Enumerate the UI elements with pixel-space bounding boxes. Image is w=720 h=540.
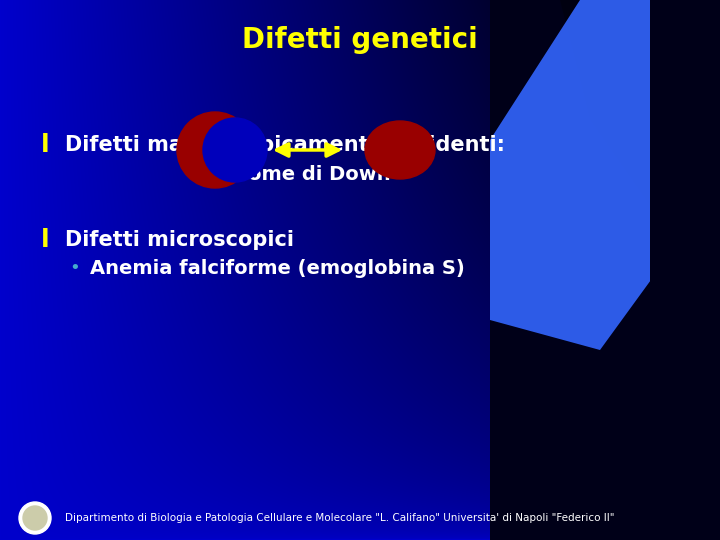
- Text: •: •: [70, 259, 81, 277]
- Text: Difetti genetici: Difetti genetici: [242, 26, 478, 54]
- Circle shape: [177, 112, 253, 188]
- Polygon shape: [650, 0, 720, 540]
- Text: l: l: [41, 133, 49, 157]
- Polygon shape: [490, 0, 720, 540]
- Circle shape: [19, 502, 51, 534]
- Text: l: l: [41, 228, 49, 252]
- Polygon shape: [490, 0, 720, 540]
- Text: Difetti macroscopicamentre evidenti:: Difetti macroscopicamentre evidenti:: [65, 135, 505, 155]
- Circle shape: [203, 118, 267, 182]
- Polygon shape: [490, 0, 680, 350]
- Circle shape: [23, 506, 47, 530]
- Text: Difetti microscopici: Difetti microscopici: [65, 230, 294, 250]
- Text: Dipartimento di Biologia e Patologia Cellulare e Molecolare "L. Califano" Univer: Dipartimento di Biologia e Patologia Cel…: [65, 513, 614, 523]
- Text: Anemia falciforme (emoglobina S): Anemia falciforme (emoglobina S): [90, 259, 464, 278]
- Ellipse shape: [365, 121, 435, 179]
- Text: Sindrome di Down: Sindrome di Down: [189, 165, 390, 185]
